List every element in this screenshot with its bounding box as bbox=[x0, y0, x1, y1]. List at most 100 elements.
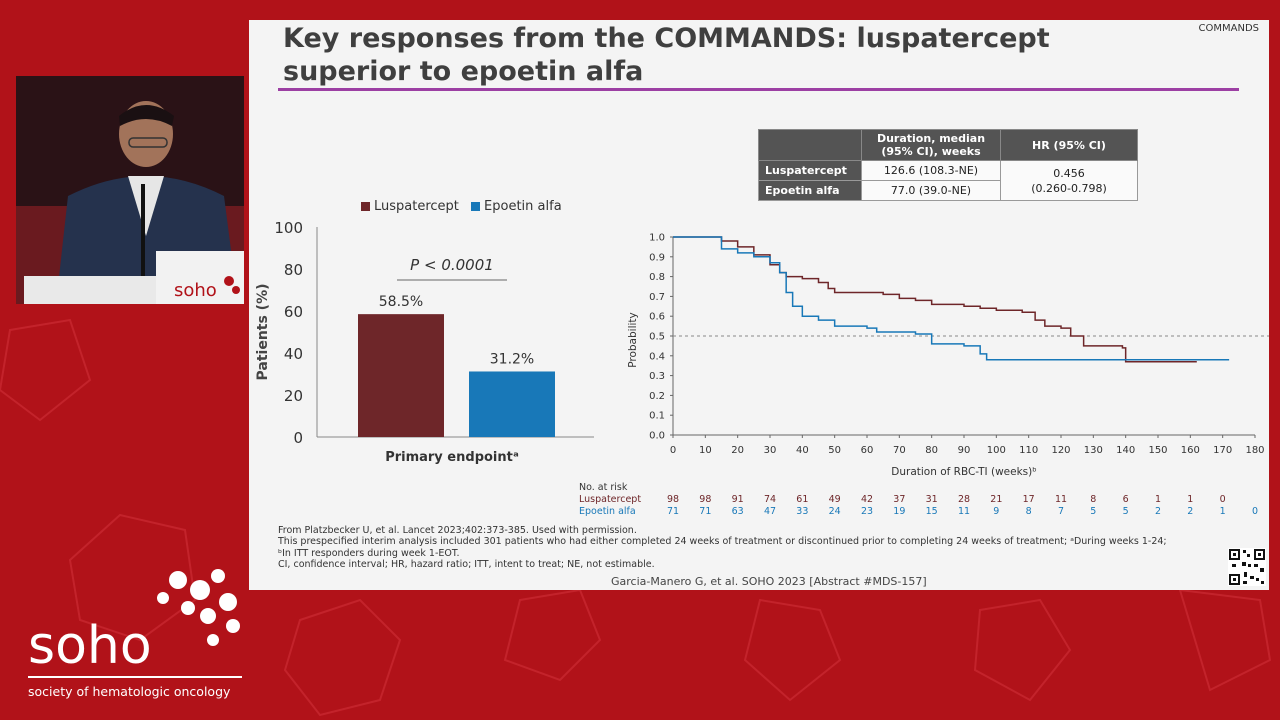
footnote-source: From Platzbecker U, et al. Lancet 2023;4… bbox=[278, 525, 637, 536]
at-risk-value: 91 bbox=[732, 494, 744, 505]
at-risk-row-label: Luspatercept bbox=[579, 494, 641, 505]
bar-chart: 0 20 40 60 80 100 Patients (%) 58.5% 31.2% P < 0.… bbox=[255, 219, 594, 465]
table-header-hr: HR (95% CI) bbox=[1000, 129, 1138, 161]
at-risk-value: 98 bbox=[699, 494, 711, 505]
km-x-tick-label: 120 bbox=[1051, 445, 1070, 456]
at-risk-value: 71 bbox=[699, 506, 711, 517]
at-risk-value: 6 bbox=[1123, 494, 1129, 505]
legend: Luspatercept Epoetin alfa bbox=[361, 199, 570, 214]
bar-y-tick-label: 20 bbox=[284, 387, 303, 405]
km-x-tick-label: 30 bbox=[764, 445, 777, 456]
at-risk-value: 5 bbox=[1123, 506, 1129, 517]
at-risk-value: 21 bbox=[990, 494, 1002, 505]
km-x-tick-label: 180 bbox=[1245, 445, 1264, 456]
at-risk-value: 1 bbox=[1155, 494, 1161, 505]
km-y-tick-label: 0.9 bbox=[649, 252, 665, 263]
at-risk-value: 98 bbox=[667, 494, 679, 505]
soho-logo-mark bbox=[157, 569, 240, 646]
footnote-abbreviations: CI, confidence interval; HR, hazard rati… bbox=[278, 558, 655, 570]
km-x-tick-label: 20 bbox=[731, 445, 744, 456]
slide-title: Key responses from the COMMANDS: luspate… bbox=[283, 23, 1050, 87]
at-risk-value: 15 bbox=[926, 506, 938, 517]
km-y-tick-label: 0.6 bbox=[649, 312, 665, 323]
at-risk-value: 61 bbox=[796, 494, 808, 505]
km-x-tick-label: 140 bbox=[1116, 445, 1135, 456]
legend-label-epoetin: Epoetin alfa bbox=[484, 199, 562, 214]
km-x-tick-label: 170 bbox=[1213, 445, 1232, 456]
soho-logo-rule bbox=[28, 676, 242, 678]
at-risk-row-label: Epoetin alfa bbox=[579, 506, 636, 517]
bar-y-tick-label: 40 bbox=[284, 345, 303, 363]
km-x-tick-label: 90 bbox=[958, 445, 971, 456]
km-curve-epoetin bbox=[673, 236, 1230, 361]
table-row-label-epoetin: Epoetin alfa bbox=[758, 180, 862, 201]
slide-tag: COMMANDS bbox=[1198, 23, 1259, 34]
at-risk-value: 1 bbox=[1220, 506, 1226, 517]
soho-wordmark: soho bbox=[28, 616, 152, 676]
table-cell-duration-luspatercept: 126.6 (108.3-NE) bbox=[861, 160, 1001, 181]
legend-label-luspatercept: Luspatercept bbox=[374, 199, 459, 214]
title-rule bbox=[278, 88, 1239, 91]
table-row-label-luspatercept: Luspatercept bbox=[758, 160, 862, 181]
slide: Key responses from the COMMANDS: luspate… bbox=[249, 20, 1269, 590]
at-risk-value: 74 bbox=[764, 494, 776, 505]
at-risk-value: 63 bbox=[732, 506, 744, 517]
at-risk-value: 8 bbox=[1090, 494, 1096, 505]
at-risk-value: 9 bbox=[993, 506, 999, 517]
bar-epoetin bbox=[469, 371, 555, 437]
soho-logo: soho society of hematologic oncology bbox=[28, 569, 242, 699]
km-curve-luspatercept bbox=[673, 236, 1197, 363]
at-risk-value: 17 bbox=[1023, 494, 1035, 505]
at-risk-value: 2 bbox=[1187, 506, 1193, 517]
at-risk-value: 24 bbox=[829, 506, 841, 517]
at-risk-value: 0 bbox=[1252, 506, 1258, 517]
km-x-tick-label: 60 bbox=[861, 445, 874, 456]
at-risk-value: 71 bbox=[667, 506, 679, 517]
km-x-tick-label: 110 bbox=[1019, 445, 1038, 456]
footnote-analysis: This prespecified interim analysis inclu… bbox=[278, 536, 1167, 548]
at-risk-title: No. at risk bbox=[579, 482, 628, 493]
legend-swatch-luspatercept bbox=[361, 202, 370, 211]
at-risk-value: 42 bbox=[861, 494, 873, 505]
at-risk-value: 1 bbox=[1187, 494, 1193, 505]
km-x-tick-label: 80 bbox=[925, 445, 938, 456]
km-y-tick-label: 0.0 bbox=[649, 431, 665, 442]
km-x-tick-label: 150 bbox=[1148, 445, 1167, 456]
at-risk-value: 11 bbox=[1055, 494, 1067, 505]
at-risk-value: 7 bbox=[1058, 506, 1064, 517]
footnote-itt: ᵇIn ITT responders during week 1-EOT. bbox=[278, 547, 460, 559]
legend-item-epoetin: Epoetin alfa bbox=[471, 199, 562, 214]
bar-x-axis-label: Primary endpointᵃ bbox=[385, 450, 519, 465]
qr-code-icon[interactable] bbox=[1228, 548, 1266, 586]
bar-data-label: 31.2% bbox=[490, 351, 534, 367]
bar-y-tick-label: 80 bbox=[284, 261, 303, 279]
km-y-tick-label: 0.4 bbox=[649, 351, 665, 362]
km-y-tick-label: 0.1 bbox=[649, 411, 665, 422]
at-risk-value: 19 bbox=[893, 506, 905, 517]
table-header-empty bbox=[758, 129, 862, 161]
table-cell-duration-epoetin: 77.0 (39.0-NE) bbox=[861, 180, 1001, 201]
table-header-duration: Duration, median (95% CI), weeks bbox=[861, 129, 1001, 161]
bar-annotation: P < 0.0001 bbox=[410, 256, 494, 274]
at-risk-value: 0 bbox=[1220, 494, 1226, 505]
at-risk-value: 47 bbox=[764, 506, 776, 517]
legend-swatch-epoetin bbox=[471, 202, 481, 211]
km-x-tick-label: 130 bbox=[1084, 445, 1103, 456]
soho-tagline: society of hematologic oncology bbox=[28, 684, 231, 699]
km-x-tick-label: 70 bbox=[893, 445, 906, 456]
at-risk-value: 28 bbox=[958, 494, 970, 505]
km-x-tick-label: 160 bbox=[1181, 445, 1200, 456]
km-y-tick-label: 0.5 bbox=[649, 332, 665, 343]
km-x-tick-label: 100 bbox=[987, 445, 1006, 456]
km-x-tick-label: 50 bbox=[828, 445, 841, 456]
at-risk-value: 31 bbox=[926, 494, 938, 505]
km-y-axis-label: Probability bbox=[627, 312, 639, 368]
at-risk-value: 49 bbox=[829, 494, 841, 505]
table-cell-hr: 0.456 (0.260-0.798) bbox=[1000, 160, 1138, 201]
hr-table: Duration, median (95% CI), weeks HR (95%… bbox=[758, 129, 1138, 201]
at-risk-value: 2 bbox=[1155, 506, 1161, 517]
at-risk-value: 37 bbox=[893, 494, 905, 505]
km-x-tick-label: 40 bbox=[796, 445, 809, 456]
speaker-figure: soho bbox=[16, 76, 244, 304]
km-chart: 0.00.10.20.30.40.50.60.70.80.91.00 10 20 30… bbox=[579, 233, 1269, 517]
